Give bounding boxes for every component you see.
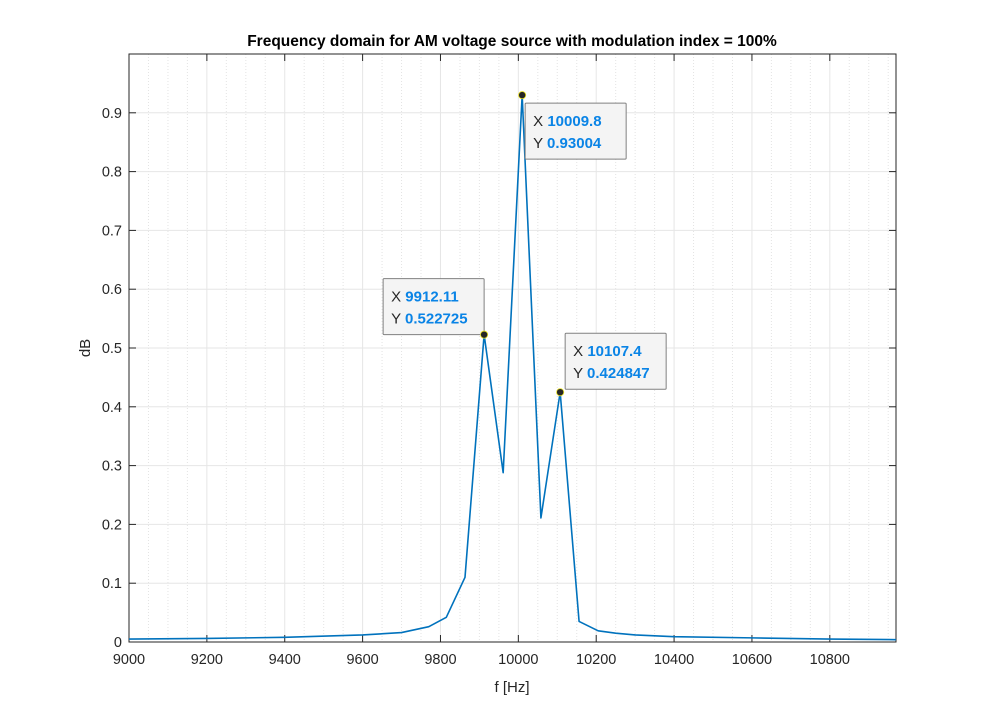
x-tick-label: 9600 [346,652,378,668]
datatip[interactable]: X 10009.8Y 0.93004 [518,91,627,160]
datatip-y-label: Y [391,311,405,328]
datatip-x-value: 10009.8 [547,113,601,130]
datatip-y-label: Y [573,365,587,382]
y-tick-label: 0.5 [102,341,122,357]
datatip-x-value: 9912.11 [405,289,458,306]
datatip-marker[interactable] [518,91,527,100]
datatip-x-row: X 10107.4 [573,343,642,360]
axis-ticks: 9000 9200 9400 9600 9800 10000 10200 10400 10600… [102,54,896,668]
datatip-y-row: Y 0.424847 [573,365,649,382]
datatip-x-row: X 10009.8 [533,113,601,130]
datatip-box [524,102,627,160]
datatip-y-value: 0.424847 [587,365,650,382]
x-tick-label: 9200 [191,652,223,668]
datatip-marker[interactable] [480,330,489,339]
datatip[interactable]: X 9912.11Y 0.522725 [382,278,489,339]
x-tick-label: 9800 [424,652,456,668]
y-tick-label: 0.3 [102,459,122,475]
chart-title: Frequency domain for AM voltage source w… [247,33,777,50]
y-axis-label: dB [77,339,94,357]
series-line [128,94,897,641]
series-layer [128,94,897,641]
y-tick-label: 0.7 [102,223,122,239]
datatip-marker[interactable] [556,388,565,397]
datatip-x-label: X [573,343,587,360]
datatip-box [382,278,485,336]
y-tick-label: 0.4 [102,400,122,416]
datatip-y-row: Y 0.93004 [533,135,602,152]
datatip-y-value: 0.93004 [547,135,602,152]
y-tick-label: 0.1 [102,576,122,592]
datatip-box [564,332,667,390]
x-tick-label: 10000 [498,652,538,668]
y-tick-label: 0 [114,635,122,651]
datatip[interactable]: X 10107.4Y 0.424847 [556,332,667,397]
x-tick-label: 10400 [654,652,694,668]
datatip-x-row: X 9912.11 [391,289,459,306]
datatip-x-value: 10107.4 [587,343,642,360]
x-tick-label: 9000 [113,652,145,668]
datatip-y-label: Y [533,135,547,152]
datatip-x-label: X [533,113,547,130]
x-tick-label: 10600 [732,652,772,668]
x-axis-label: f [Hz] [494,679,529,696]
datatip-y-value: 0.522725 [405,311,468,328]
y-tick-label: 0.8 [102,165,122,181]
x-tick-label: 9400 [269,652,301,668]
datatip-y-row: Y 0.522725 [391,311,467,328]
x-tick-label: 10200 [576,652,616,668]
x-tick-label: 10800 [810,652,850,668]
y-tick-label: 0.6 [102,282,122,298]
y-tick-label: 0.2 [102,517,122,533]
grid [128,54,896,643]
datatip-x-label: X [391,289,405,306]
y-tick-label: 0.9 [102,106,122,122]
